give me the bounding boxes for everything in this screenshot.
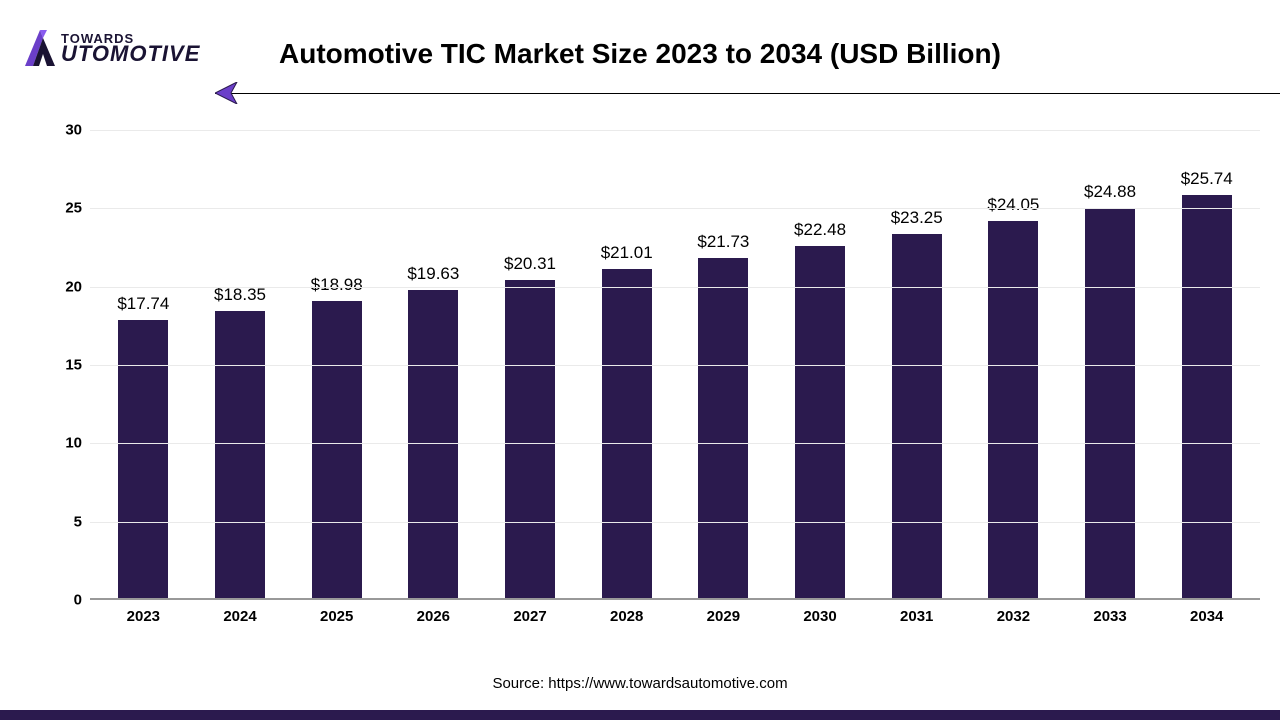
bar-group: $17.74 [95,130,192,598]
y-tick-label: 15 [65,357,82,374]
bar [1085,208,1135,598]
x-axis-labels: 2023202420252026202720282029203020312032… [90,608,1260,625]
bar-group: $25.74 [1158,130,1255,598]
y-axis: 051015202530 [50,130,90,600]
bar-value-label: $21.01 [601,243,653,263]
bar [698,258,748,598]
chart-title: Automotive TIC Market Size 2023 to 2034 … [30,38,1250,70]
plot-region: $17.74 $18.35 $18.98 $19.63 $20.31 $21.01 $21.… [90,130,1260,600]
divider-line [215,93,1280,94]
bar-value-label: $17.74 [117,294,169,314]
bar-value-label: $24.88 [1084,182,1136,202]
bars-container: $17.74 $18.35 $18.98 $19.63 $20.31 $21.01 $21.… [90,130,1260,598]
bar [988,221,1038,598]
y-tick-label: 20 [65,278,82,295]
bar [1182,195,1232,598]
logo-line2: UTOMOTIVE [61,43,200,65]
bar-group: $22.48 [772,130,869,598]
bar [795,246,845,598]
x-tick-label: 2030 [772,608,869,625]
bar-group: $19.63 [385,130,482,598]
brand-logo: TOWARDS UTOMOTIVE [25,30,200,66]
gridline [90,287,1260,288]
bar [505,280,555,598]
bar-group: $24.88 [1062,130,1159,598]
x-tick-label: 2024 [192,608,289,625]
y-tick-label: 0 [74,592,82,609]
bar-group: $23.25 [868,130,965,598]
x-tick-label: 2029 [675,608,772,625]
y-tick-label: 5 [74,513,82,530]
x-tick-label: 2027 [482,608,579,625]
logo-text: TOWARDS UTOMOTIVE [61,32,200,65]
bar-group: $18.35 [192,130,289,598]
bar-value-label: $18.98 [311,275,363,295]
bar-value-label: $20.31 [504,254,556,274]
bar-value-label: $19.63 [407,264,459,284]
y-tick-label: 30 [65,122,82,139]
gridline [90,522,1260,523]
x-tick-label: 2034 [1158,608,1255,625]
bar-group: $21.73 [675,130,772,598]
bar-group: $18.98 [288,130,385,598]
x-tick-label: 2031 [868,608,965,625]
gridline [90,130,1260,131]
bar-value-label: $24.05 [987,195,1039,215]
gridline [90,208,1260,209]
logo-mark-icon [25,30,55,66]
bar [215,311,265,598]
bar [312,301,362,598]
x-tick-label: 2032 [965,608,1062,625]
y-tick-label: 25 [65,200,82,217]
bar [602,269,652,598]
bar-value-label: $25.74 [1181,169,1233,189]
bar-value-label: $22.48 [794,220,846,240]
bar [118,320,168,598]
header: TOWARDS UTOMOTIVE Automotive TIC Market … [0,0,1280,100]
gridline [90,443,1260,444]
bar-value-label: $21.73 [697,232,749,252]
chart-area: 051015202530 $17.74$18.35$18.98$19.63$20… [50,130,1260,630]
bar-group: $24.05 [965,130,1062,598]
x-tick-label: 2023 [95,608,192,625]
bar-group: $21.01 [578,130,675,598]
x-tick-label: 2033 [1062,608,1159,625]
bar-value-label: $23.25 [891,208,943,228]
gridline [90,365,1260,366]
x-tick-label: 2025 [288,608,385,625]
source-text: Source: https://www.towardsautomotive.co… [0,675,1280,692]
x-tick-label: 2028 [578,608,675,625]
footer-bar [0,710,1280,720]
y-tick-label: 10 [65,435,82,452]
bar-group: $20.31 [482,130,579,598]
bar [892,234,942,598]
x-tick-label: 2026 [385,608,482,625]
